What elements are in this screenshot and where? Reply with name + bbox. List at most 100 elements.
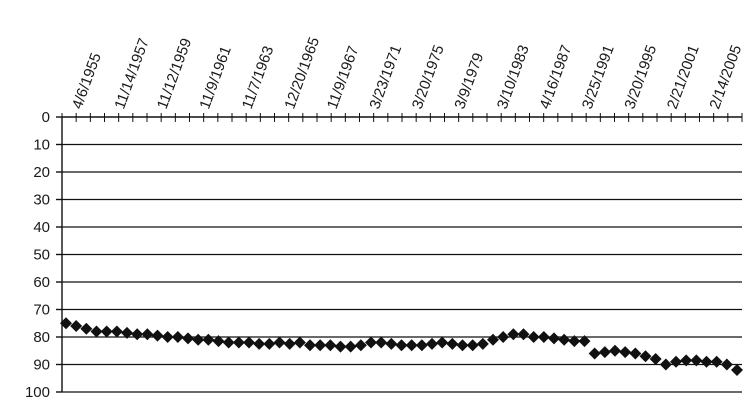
x-tick-label: 11/7/1963 bbox=[239, 44, 277, 111]
data-point bbox=[649, 353, 662, 365]
x-axis-tick-labels: 4/6/1955 11/14/1957 11/12/1959 11/9/1961 11/… bbox=[69, 35, 744, 111]
data-point bbox=[100, 325, 113, 338]
data-point bbox=[161, 331, 174, 343]
y-tick-label: 80 bbox=[33, 329, 50, 346]
data-point bbox=[446, 337, 459, 350]
x-tick-label: 3/25/1991 bbox=[579, 43, 618, 112]
data-point bbox=[273, 336, 286, 349]
data-point bbox=[243, 336, 255, 349]
data-point bbox=[629, 347, 642, 360]
data-point bbox=[385, 337, 398, 350]
data-point bbox=[80, 322, 93, 335]
y-tick-label: 50 bbox=[33, 247, 50, 264]
data-point bbox=[415, 339, 428, 352]
data-point bbox=[375, 336, 388, 349]
data-point bbox=[598, 346, 611, 359]
data-point bbox=[70, 320, 83, 332]
y-tick-label: 30 bbox=[33, 192, 50, 209]
y-axis-tick-labels: 0 10 20 30 40 50 60 70 80 90 100 bbox=[25, 109, 50, 401]
x-tick-label: 3/9/1979 bbox=[451, 51, 487, 112]
data-point bbox=[60, 317, 72, 330]
data-point bbox=[131, 328, 144, 341]
x-tick-label: 11/9/1967 bbox=[324, 44, 362, 111]
x-tick-label: 4/6/1955 bbox=[69, 51, 105, 112]
y-tick-label: 90 bbox=[33, 357, 50, 374]
y-tick-label: 60 bbox=[33, 274, 50, 291]
x-tick-label: 11/12/1959 bbox=[154, 36, 195, 111]
x-tick-label: 3/20/1995 bbox=[621, 43, 660, 112]
data-point bbox=[720, 358, 733, 371]
data-point bbox=[365, 336, 377, 349]
x-tick-label: 3/20/1975 bbox=[409, 43, 448, 112]
data-point bbox=[212, 335, 225, 348]
y-tick-label: 40 bbox=[33, 219, 50, 236]
data-point bbox=[659, 358, 672, 371]
data-point bbox=[253, 337, 266, 350]
data-point bbox=[395, 339, 408, 352]
data-point bbox=[466, 339, 479, 352]
y-tick-label: 0 bbox=[42, 109, 50, 126]
data-point bbox=[558, 333, 571, 346]
data-point bbox=[405, 339, 418, 352]
data-point bbox=[171, 331, 184, 343]
data-point bbox=[680, 354, 693, 367]
data-point bbox=[517, 328, 530, 341]
data-point bbox=[110, 325, 123, 338]
data-point bbox=[537, 331, 550, 343]
data-point bbox=[497, 331, 510, 343]
y-tick-label: 20 bbox=[33, 164, 50, 181]
data-point bbox=[151, 329, 164, 342]
data-point bbox=[609, 344, 621, 357]
data-point bbox=[121, 326, 133, 339]
y-tick-label: 100 bbox=[25, 384, 50, 401]
x-tick-label: 3/10/1983 bbox=[494, 43, 533, 112]
data-point bbox=[507, 328, 520, 341]
x-tick-label: 2/14/2005 bbox=[706, 43, 744, 112]
data-point bbox=[182, 332, 194, 345]
data-point bbox=[639, 350, 652, 363]
data-point bbox=[731, 364, 743, 376]
data-point bbox=[436, 336, 449, 349]
data-point bbox=[619, 346, 632, 359]
data-point bbox=[476, 337, 489, 350]
data-point bbox=[202, 333, 215, 346]
data-point bbox=[222, 336, 235, 349]
x-tick-label: 4/16/1987 bbox=[536, 43, 575, 112]
data-point bbox=[232, 336, 245, 349]
data-point bbox=[710, 355, 723, 368]
x-tick-label: 12/20/1965 bbox=[281, 35, 323, 111]
x-tick-label: 3/23/1971 bbox=[366, 43, 405, 112]
data-series bbox=[60, 317, 743, 376]
data-point bbox=[690, 354, 703, 367]
data-point bbox=[527, 331, 540, 343]
data-point bbox=[334, 340, 347, 353]
data-point bbox=[263, 337, 276, 350]
x-tick-label: 11/9/1961 bbox=[196, 44, 234, 111]
data-point bbox=[283, 337, 296, 350]
data-point bbox=[426, 337, 438, 350]
y-tick-label: 10 bbox=[33, 137, 50, 154]
data-point bbox=[578, 335, 591, 348]
x-tick-label: 2/21/2001 bbox=[664, 43, 703, 112]
grid-lines bbox=[62, 116, 742, 393]
y-tick-label: 70 bbox=[33, 302, 50, 319]
data-point bbox=[568, 335, 581, 348]
data-point bbox=[354, 339, 367, 352]
data-point bbox=[314, 339, 327, 352]
data-point bbox=[324, 339, 337, 352]
data-point bbox=[304, 339, 316, 352]
axes bbox=[56, 113, 743, 393]
data-point bbox=[293, 336, 306, 349]
data-point bbox=[192, 333, 205, 346]
x-tick-label: 11/14/1957 bbox=[111, 36, 152, 111]
data-point bbox=[141, 328, 154, 341]
data-point bbox=[487, 333, 499, 346]
data-point bbox=[670, 355, 682, 368]
data-point bbox=[588, 347, 601, 360]
data-point bbox=[90, 325, 103, 338]
data-point bbox=[548, 332, 560, 345]
data-point bbox=[344, 340, 357, 353]
data-point bbox=[456, 339, 469, 352]
data-point bbox=[700, 355, 713, 368]
